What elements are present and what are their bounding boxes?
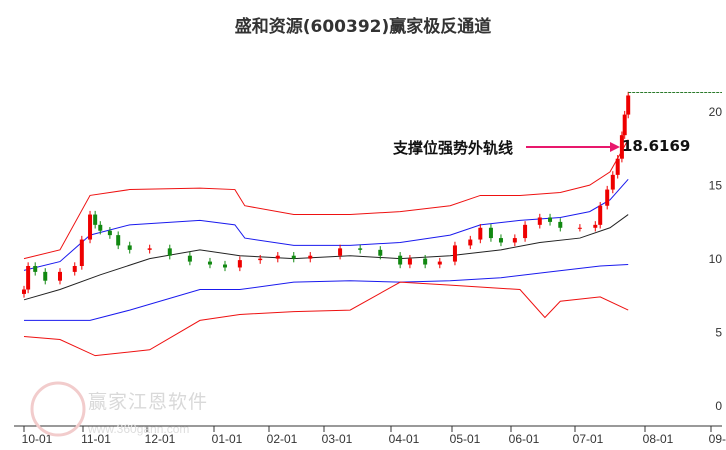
x-tick-label: 11-01 [81, 432, 111, 446]
candle-body [275, 255, 280, 259]
candle-body [88, 214, 93, 240]
watermark-seal-icon [30, 381, 86, 437]
chart-title: 盛和资源(600392)赢家极反通道 [234, 17, 492, 37]
x-tick-label: 02-01 [267, 432, 298, 446]
candle-body [478, 227, 483, 240]
candle-body [468, 239, 473, 246]
candle-body [498, 238, 503, 243]
candle-body [207, 261, 212, 265]
candle-body [577, 227, 582, 229]
candle-body [22, 289, 26, 294]
candle-body [398, 255, 403, 265]
x-tick-label: 12-01 [145, 432, 176, 446]
candle-body [291, 255, 296, 259]
candle-body [57, 271, 62, 281]
band-upper-outer [23, 139, 629, 260]
candle-body [548, 217, 553, 222]
candle-body [358, 248, 363, 250]
x-tick-label: 07-01 [573, 432, 604, 446]
candle-body [378, 249, 383, 256]
x-tick-label: 08-01 [643, 432, 674, 446]
candle-body [437, 261, 442, 265]
candle-body [79, 239, 84, 266]
candle-body [598, 205, 603, 225]
candle-body [605, 189, 610, 206]
watermark-url: www.360gann.com [88, 422, 190, 436]
x-tick-label: 06-01 [509, 432, 540, 446]
watermark-name: 赢家江恩软件 [88, 391, 209, 413]
candle-body [610, 174, 615, 190]
candle-body [93, 214, 98, 225]
annotation-value: 18.6169 [622, 137, 691, 155]
candle-body [452, 245, 457, 262]
x-tick-label: 01-01 [212, 432, 243, 446]
candle-body [26, 266, 31, 290]
candle-body [33, 266, 38, 272]
x-tick-label: 09-01 [709, 432, 726, 446]
candle-body [537, 217, 542, 225]
y-tick-label: 10 [709, 252, 723, 266]
band-lower-inner [24, 264, 629, 321]
candle-body [512, 238, 517, 243]
candle-body [72, 266, 77, 272]
candle-body [223, 264, 227, 268]
candle-body [167, 248, 172, 256]
candle-body [187, 255, 192, 262]
x-tick-label: 05-01 [450, 432, 481, 446]
candle-body [258, 258, 263, 261]
x-tick-label: 10-01 [22, 432, 53, 446]
band-upper-inner [23, 178, 629, 271]
candle-body [107, 230, 112, 236]
candle-body [98, 224, 103, 231]
candle-body [147, 248, 152, 250]
candle-body [308, 255, 313, 259]
candle-body [558, 221, 563, 228]
y-tick-label: 0 [715, 399, 722, 413]
candle-body [407, 258, 412, 265]
candle-body [523, 224, 528, 239]
band-lower-outer [23, 281, 629, 357]
annotation-label: 支撑位强势外轨线 [393, 139, 514, 157]
candle-body [338, 248, 343, 256]
x-tick-label: 03-01 [322, 432, 353, 446]
candle-body [619, 135, 624, 159]
candle-body [43, 271, 48, 281]
candle-body [622, 114, 627, 136]
band-middle [23, 214, 629, 301]
candle-body [116, 235, 121, 246]
candle-body [127, 245, 132, 250]
y-tick-label: 20 [709, 105, 723, 119]
candle-body [488, 227, 493, 239]
x-tick-label: 04-01 [389, 432, 420, 446]
candle-body [593, 224, 598, 228]
y-tick-label: 15 [709, 179, 723, 193]
arrow-head-icon [610, 142, 620, 152]
candle-body [423, 258, 428, 265]
candle-body [626, 95, 631, 115]
candle-body [615, 158, 620, 175]
y-tick-label: 5 [715, 326, 722, 340]
candle-body [237, 260, 242, 268]
